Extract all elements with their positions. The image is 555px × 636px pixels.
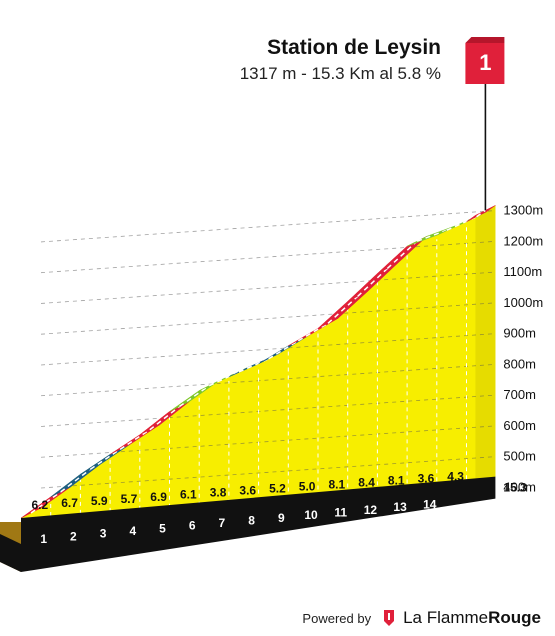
km-tick-label: 4 bbox=[129, 524, 136, 538]
brand-suffix: Rouge bbox=[488, 608, 541, 627]
footer-branding: Powered by La FlammeRouge bbox=[302, 608, 541, 628]
segment-center-line bbox=[30, 491, 62, 514]
y-tick-label: 800m bbox=[503, 356, 536, 371]
gradient-label: 8.4 bbox=[358, 475, 375, 489]
grid-line bbox=[40, 240, 496, 274]
chart-title: Station de Leysin bbox=[267, 36, 441, 59]
grid-line bbox=[40, 210, 496, 243]
gradient-label: 6.9 bbox=[150, 490, 167, 504]
y-tick-label: 1300m bbox=[503, 203, 543, 218]
grid-line bbox=[40, 363, 496, 397]
km-tick-label: 10 bbox=[304, 508, 318, 522]
segment-center-line bbox=[60, 468, 91, 493]
grid-line bbox=[40, 333, 496, 366]
y-tick-label: 900m bbox=[503, 326, 536, 341]
y-tick-label: 500m bbox=[503, 449, 536, 464]
segment-center-line bbox=[327, 295, 359, 324]
gradient-label: 5.9 bbox=[91, 494, 108, 508]
segment-center-line bbox=[268, 340, 299, 360]
summit-marker-flag bbox=[465, 43, 505, 84]
gradient-label: 8.1 bbox=[388, 473, 405, 487]
grid-line bbox=[40, 456, 496, 489]
gradient-label: 6.2 bbox=[32, 498, 49, 512]
segment-center-line bbox=[386, 240, 418, 270]
y-tick-label: 400m bbox=[503, 479, 536, 494]
grid-line bbox=[40, 394, 496, 427]
km-tick-label: 9 bbox=[278, 511, 285, 525]
grid-line bbox=[40, 302, 496, 335]
y-tick-label: 1200m bbox=[503, 233, 543, 248]
segment-center-line bbox=[357, 267, 388, 297]
gradient-label: 3.8 bbox=[210, 486, 227, 500]
segment-center-line bbox=[476, 209, 486, 218]
gradient-label: 6.1 bbox=[180, 488, 197, 502]
km-tick-label: 1 bbox=[40, 532, 47, 546]
flame-logo-icon bbox=[384, 610, 395, 626]
km-tick-label: 5 bbox=[159, 521, 166, 535]
gradient-label: 8.1 bbox=[329, 477, 346, 491]
y-tick-label: 1000m bbox=[503, 295, 543, 310]
y-tick-label: 600m bbox=[503, 418, 536, 433]
segment-center-line bbox=[119, 429, 151, 450]
chart-subtitle: 1317 m - 15.3 Km al 5.8 % bbox=[239, 64, 441, 83]
y-tick-label: 700m bbox=[503, 387, 536, 402]
segment-center-line bbox=[297, 322, 329, 342]
km-tick-label: 3 bbox=[100, 527, 107, 541]
km-tick-label: 13 bbox=[393, 500, 407, 514]
segment-center-line bbox=[89, 448, 121, 470]
y-tick-label: 1100m bbox=[503, 264, 542, 279]
brand-prefix: La Flamme bbox=[403, 608, 489, 627]
gradient-label: 3.6 bbox=[418, 471, 435, 485]
distance-axis-band bbox=[21, 476, 496, 572]
profile-end-face bbox=[475, 205, 496, 487]
km-tick-label: 8 bbox=[248, 513, 255, 527]
segment-center-line bbox=[179, 385, 210, 408]
gradient-label: 5.0 bbox=[299, 480, 316, 494]
km-tick-label: 7 bbox=[219, 516, 226, 530]
gradient-label: 5.2 bbox=[269, 482, 286, 496]
profile-area bbox=[21, 205, 496, 519]
segment-center-line bbox=[149, 405, 180, 431]
km-tick-label: 14 bbox=[423, 498, 437, 512]
summit-marker-label: 1 bbox=[479, 50, 491, 75]
grid-line bbox=[40, 271, 496, 304]
gradient-label: 6.7 bbox=[61, 496, 78, 510]
km-tick-label: 6 bbox=[189, 519, 196, 533]
summit-marker-flag-top bbox=[465, 37, 505, 43]
powered-by-text: Powered by bbox=[302, 610, 372, 626]
base-side-dark bbox=[0, 534, 21, 572]
km-tick-label: 11 bbox=[334, 505, 347, 519]
gradient-label: 3.6 bbox=[239, 484, 256, 498]
final-distance-label: 15.3 bbox=[503, 481, 527, 495]
gradient-label: 5.7 bbox=[121, 492, 138, 506]
km-tick-label: 2 bbox=[70, 529, 77, 543]
km-tick-label: 12 bbox=[364, 503, 378, 517]
